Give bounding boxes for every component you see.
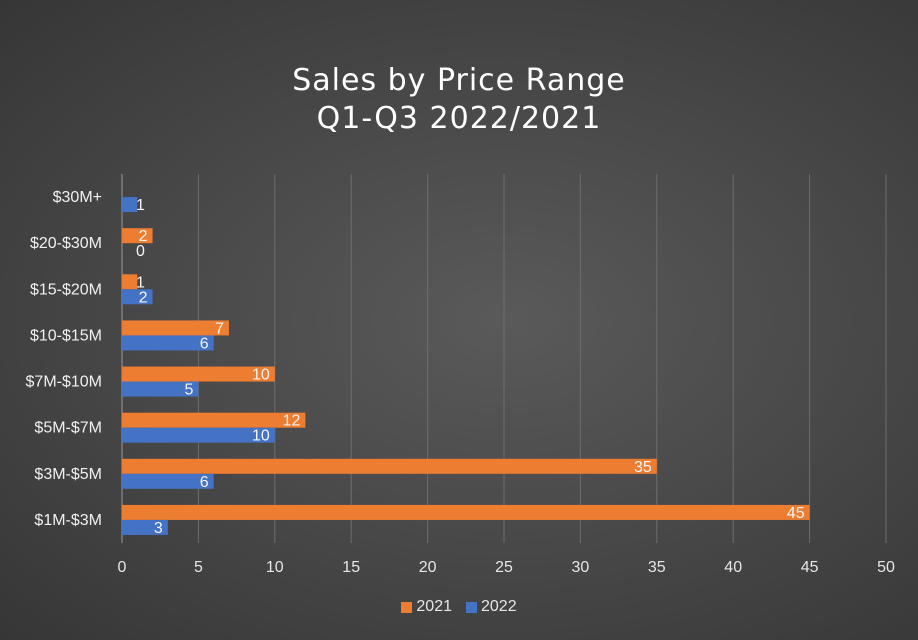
data-label-2022: 1 bbox=[136, 197, 145, 214]
data-label-2021: 2 bbox=[139, 228, 148, 245]
data-label-2021: 7 bbox=[215, 320, 224, 337]
bar-2022 bbox=[122, 519, 168, 535]
category-label: $7M-$10M bbox=[26, 374, 102, 391]
bar-2021 bbox=[122, 320, 229, 336]
data-label-2022: 6 bbox=[200, 474, 209, 491]
category-label: $20-$30M bbox=[30, 235, 102, 252]
bar-2022 bbox=[122, 381, 199, 397]
chart-title-block: Sales by Price Range Q1-Q3 2022/2021 bbox=[0, 62, 918, 138]
data-label-2021: 35 bbox=[634, 459, 652, 476]
data-label-2022: 10 bbox=[252, 428, 270, 445]
category-label: $10-$15M bbox=[30, 327, 102, 344]
data-label-2021: 1 bbox=[136, 274, 145, 291]
data-label-2022: 5 bbox=[184, 382, 193, 399]
chart-legend: 2021 2022 bbox=[0, 598, 918, 616]
bar-2021 bbox=[122, 458, 657, 474]
x-tick-label-35: 35 bbox=[648, 559, 666, 576]
data-label-2021: 45 bbox=[787, 505, 805, 522]
bar-2022 bbox=[122, 473, 214, 489]
x-tick-label-0: 0 bbox=[118, 559, 127, 576]
data-label-2022: 3 bbox=[154, 520, 163, 537]
category-label: $1M-$3M bbox=[34, 512, 102, 529]
category-label: $30M+ bbox=[53, 189, 102, 206]
bar-2022 bbox=[122, 427, 275, 443]
x-tick-label-30: 30 bbox=[572, 559, 590, 576]
x-tick-label-40: 40 bbox=[724, 559, 742, 576]
legend-item-2022: 2022 bbox=[466, 598, 517, 616]
x-tick-label-20: 20 bbox=[419, 559, 437, 576]
legend-label-2022: 2022 bbox=[481, 598, 517, 615]
data-label-2021: 12 bbox=[283, 413, 301, 430]
x-tick-label-15: 15 bbox=[342, 559, 360, 576]
chart-title: Sales by Price Range bbox=[292, 63, 626, 98]
data-label-2022: 6 bbox=[200, 335, 209, 352]
legend-swatch-2021 bbox=[401, 601, 413, 613]
data-label-2022: 0 bbox=[136, 243, 145, 260]
x-tick-label-10: 10 bbox=[266, 559, 284, 576]
bar-2022 bbox=[122, 335, 214, 351]
bar-2021 bbox=[122, 412, 306, 428]
category-label: $15-$20M bbox=[30, 281, 102, 298]
x-tick-label-5: 5 bbox=[194, 559, 203, 576]
x-tick-label-45: 45 bbox=[801, 559, 819, 576]
data-label-2021: 10 bbox=[252, 367, 270, 384]
bar-2021 bbox=[122, 366, 275, 382]
bar-2021 bbox=[122, 228, 153, 244]
data-label-2022: 2 bbox=[139, 289, 148, 306]
legend-swatch-2022 bbox=[466, 601, 477, 613]
legend-label-2021: 2021 bbox=[416, 598, 452, 615]
bar-2021 bbox=[122, 504, 810, 520]
x-tick-label-25: 25 bbox=[495, 559, 513, 576]
bar-2021 bbox=[122, 274, 138, 290]
legend-item-2021: 2021 bbox=[401, 598, 452, 616]
category-label: $5M-$7M bbox=[34, 420, 102, 437]
x-tick-label-50: 50 bbox=[877, 559, 895, 576]
category-label: $3M-$5M bbox=[34, 466, 102, 483]
bar-2022 bbox=[122, 197, 138, 213]
bar-2022 bbox=[122, 289, 153, 305]
chart-subtitle: Q1-Q3 2022/2021 bbox=[316, 101, 602, 136]
